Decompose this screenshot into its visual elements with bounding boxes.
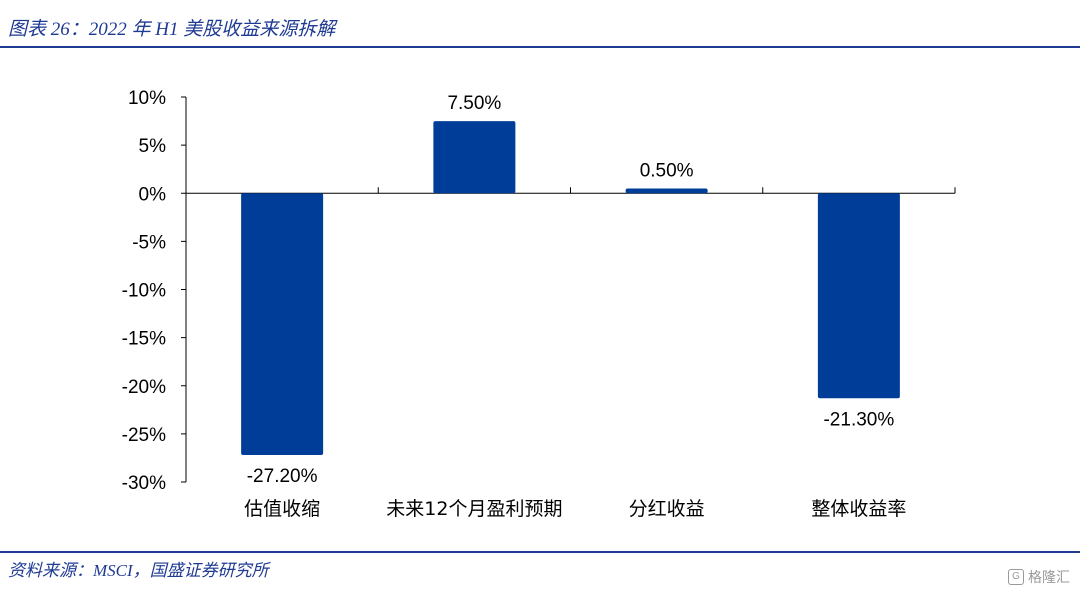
data-label: -27.20% — [247, 466, 318, 487]
y-tick-label: -20% — [122, 377, 166, 398]
figure-caption: 图表 26：2022 年 H1 美股收益来源拆解 — [8, 19, 336, 40]
top-rule — [0, 46, 1080, 48]
y-tick-label: -10% — [122, 281, 166, 302]
bottom-rule — [0, 551, 1080, 553]
data-label: 0.50% — [640, 160, 694, 181]
data-label: -21.30% — [823, 409, 894, 430]
y-tick-label: -5% — [132, 232, 166, 253]
data-label: 7.50% — [447, 93, 501, 114]
category-label: 分红收益 — [629, 498, 705, 520]
category-label: 估值收缩 — [244, 498, 320, 520]
y-tick-label: -15% — [122, 329, 166, 350]
category-label: 未来12个月盈利预期 — [386, 498, 562, 520]
bar — [625, 188, 708, 194]
bar — [433, 121, 516, 194]
watermark-text: 格隆汇 — [1028, 569, 1070, 585]
y-tick-label: -25% — [122, 425, 166, 446]
y-tick-label: -30% — [122, 473, 166, 494]
bar — [241, 193, 324, 456]
source-note: 资料来源：MSCI，国盛证券研究所 — [8, 561, 269, 580]
y-tick-label: 0% — [139, 184, 167, 205]
category-label: 整体收益率 — [811, 498, 906, 520]
gelonghui-logo-icon: G — [1008, 569, 1024, 585]
y-tick-label: 5% — [139, 136, 167, 157]
watermark: G 格隆汇 — [1008, 567, 1070, 587]
bar — [817, 193, 900, 399]
y-tick-label: 10% — [128, 88, 166, 109]
